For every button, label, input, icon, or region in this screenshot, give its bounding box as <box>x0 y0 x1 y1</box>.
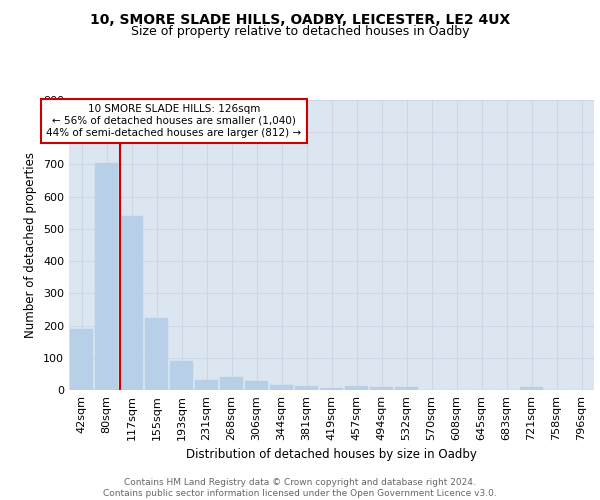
Bar <box>95 162 118 390</box>
Text: 10, SMORE SLADE HILLS, OADBY, LEICESTER, LE2 4UX: 10, SMORE SLADE HILLS, OADBY, LEICESTER,… <box>90 12 510 26</box>
Bar <box>295 386 318 390</box>
Bar <box>220 377 243 390</box>
Bar <box>245 382 268 390</box>
Bar <box>395 387 418 390</box>
Bar <box>345 386 368 390</box>
Y-axis label: Number of detached properties: Number of detached properties <box>25 152 37 338</box>
Bar <box>195 380 218 390</box>
Bar <box>70 329 93 390</box>
Bar <box>120 216 143 390</box>
Bar <box>145 318 168 390</box>
Text: Contains HM Land Registry data © Crown copyright and database right 2024.
Contai: Contains HM Land Registry data © Crown c… <box>103 478 497 498</box>
Bar <box>170 360 193 390</box>
Bar <box>270 386 293 390</box>
X-axis label: Distribution of detached houses by size in Oadby: Distribution of detached houses by size … <box>186 448 477 462</box>
Text: Size of property relative to detached houses in Oadby: Size of property relative to detached ho… <box>131 25 469 38</box>
Bar <box>320 388 343 390</box>
Bar <box>520 387 543 390</box>
Bar <box>370 387 393 390</box>
Text: 10 SMORE SLADE HILLS: 126sqm
← 56% of detached houses are smaller (1,040)
44% of: 10 SMORE SLADE HILLS: 126sqm ← 56% of de… <box>46 104 302 138</box>
